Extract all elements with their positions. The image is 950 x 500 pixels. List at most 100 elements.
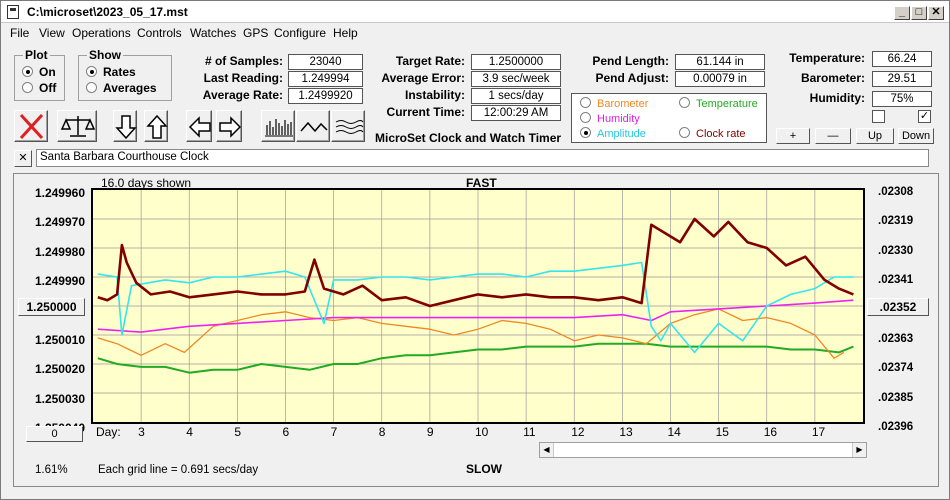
series-amplitude (97, 261, 854, 354)
humidity-radio[interactable]: Humidity (580, 112, 640, 125)
samples-label: # of Samples: (204, 54, 283, 68)
clock-name-field[interactable]: Santa Barbara Courthouse Clock (36, 149, 929, 167)
up-button[interactable]: Up (856, 128, 894, 144)
fast-label: FAST (466, 176, 497, 190)
minus-button[interactable]: — (815, 128, 851, 144)
plot-area[interactable] (91, 188, 865, 424)
close-button[interactable]: ✕ (928, 6, 944, 20)
barometer-radio[interactable]: Barometer (580, 97, 648, 110)
center-amplitude-button[interactable]: .02352 (867, 298, 929, 316)
smooth-view-button[interactable] (331, 110, 365, 142)
series-temperature (97, 342, 854, 374)
day-axis-label: Day: (96, 425, 121, 439)
amplitude-radio[interactable]: Amplitude (580, 127, 646, 140)
smooth-lines-icon (335, 120, 364, 134)
x-tick-label: 12 (571, 425, 585, 439)
y-tick-label: 1.250030 (34, 391, 85, 406)
balance-button[interactable] (57, 110, 97, 142)
show-averages-radio[interactable]: Averages (86, 81, 157, 95)
minimize-button[interactable]: _ (894, 6, 910, 20)
amplitude-source-label: Amplitude (597, 128, 646, 140)
window-title: C:\microset\2023_05_17.mst (27, 5, 188, 19)
move-right-button[interactable] (216, 110, 242, 142)
move-down-button[interactable] (113, 110, 137, 142)
average-rate-value: 1.2499920 (288, 88, 363, 104)
arrow-right-icon (219, 116, 242, 138)
scroll-right-arrow-icon[interactable]: ▶ (852, 443, 866, 457)
wave-view-button[interactable] (296, 110, 330, 142)
checkbox-1[interactable] (872, 110, 885, 123)
average-error-label: Average Error: (381, 71, 465, 85)
plot-off-radio[interactable]: Off (22, 81, 56, 95)
x-icon (19, 113, 44, 140)
grid-note: Each grid line = 0.691 secs/day (98, 464, 259, 476)
humidity-source-label: Humidity (597, 113, 640, 125)
pend-length-label: Pend Length: (592, 54, 669, 68)
temperature-radio[interactable]: Temperature (679, 97, 758, 110)
plot-on-radio[interactable]: On (22, 65, 56, 79)
x-tick-label: 13 (619, 425, 633, 439)
radio-dot-icon (580, 97, 591, 108)
current-time-value: 12:00:29 AM (471, 105, 561, 121)
zero-button[interactable]: 0 (26, 426, 83, 442)
menu-view[interactable]: View (39, 26, 65, 40)
radio-dot-icon (86, 82, 97, 93)
menu-gps[interactable]: GPS (243, 26, 269, 40)
x-tick-label: 15 (715, 425, 729, 439)
x-tick-label: 7 (330, 425, 338, 439)
close-clock-button[interactable]: ✕ (14, 150, 32, 167)
x-tick-label: 9 (426, 425, 434, 439)
barometer-value: 29.51 (872, 71, 932, 87)
maximize-button[interactable]: □ (911, 6, 927, 20)
radio-dot-icon (86, 66, 97, 77)
pend-length-value: 61.144 in (675, 54, 765, 70)
show-rates-radio[interactable]: Rates (86, 65, 136, 79)
checkbox-2[interactable]: ✓ (918, 110, 931, 123)
arrow-left-icon (188, 116, 211, 138)
menu-configure[interactable]: Configure (274, 26, 327, 40)
plot-group-title: Plot (23, 48, 50, 62)
x-tick-label: 14 (667, 425, 681, 439)
samples-value: 23040 (288, 54, 363, 70)
radio-dot-icon (580, 112, 591, 123)
x-tick-label: 5 (234, 425, 242, 439)
last-reading-value: 1.249994 (288, 71, 363, 87)
move-left-button[interactable] (186, 110, 212, 142)
menu-controls[interactable]: Controls (137, 26, 182, 40)
pend-adjust-value: 0.00079 in (675, 71, 765, 87)
x-tick-label: 17 (811, 425, 826, 439)
menu-help[interactable]: Help (333, 26, 358, 40)
center-rate-button[interactable]: 1.250000 (18, 298, 85, 316)
humidity-value: 75% (872, 91, 932, 107)
radio-dot-icon (679, 97, 690, 108)
radio-dot-icon (580, 127, 591, 138)
y-right-tick-label: .02341 (878, 274, 914, 287)
plus-button[interactable]: + (776, 128, 810, 144)
menu-watches[interactable]: Watches (190, 26, 237, 40)
y-right-tick-label: .02363 (878, 333, 914, 345)
wave-icon (300, 121, 328, 133)
humidity-label: Humidity: (809, 91, 865, 105)
menu-file[interactable]: File (10, 26, 30, 40)
y-tick-label: 1.249980 (34, 244, 85, 259)
series-humidity (97, 299, 854, 333)
last-reading-label: Last Reading: (203, 71, 283, 85)
y-tick-label: 1.249970 (34, 215, 85, 230)
menu-operations[interactable]: Operations (72, 26, 131, 40)
y-right-tick-label: .02330 (878, 244, 914, 257)
x-tick-label: 6 (282, 425, 290, 439)
move-up-button[interactable] (144, 110, 168, 142)
app-icon (7, 5, 19, 19)
bar-view-button[interactable] (261, 110, 295, 142)
y-tick-label: 1.250020 (34, 362, 85, 377)
down-button[interactable]: Down (898, 128, 934, 144)
x-tick-label: 10 (475, 425, 489, 439)
target-rate-value: 1.2500000 (471, 54, 561, 70)
stop-button[interactable] (14, 110, 48, 142)
clock-rate-source-label: Clock rate (696, 128, 746, 140)
horizontal-scrollbar[interactable]: ◀ ▶ (539, 442, 867, 458)
x-tick-label: 4 (186, 425, 193, 439)
clock-rate-radio[interactable]: Clock rate (679, 127, 746, 140)
scroll-left-arrow-icon[interactable]: ◀ (540, 443, 554, 457)
menu-bar: File View Operations Controls Watches GP… (1, 23, 949, 43)
